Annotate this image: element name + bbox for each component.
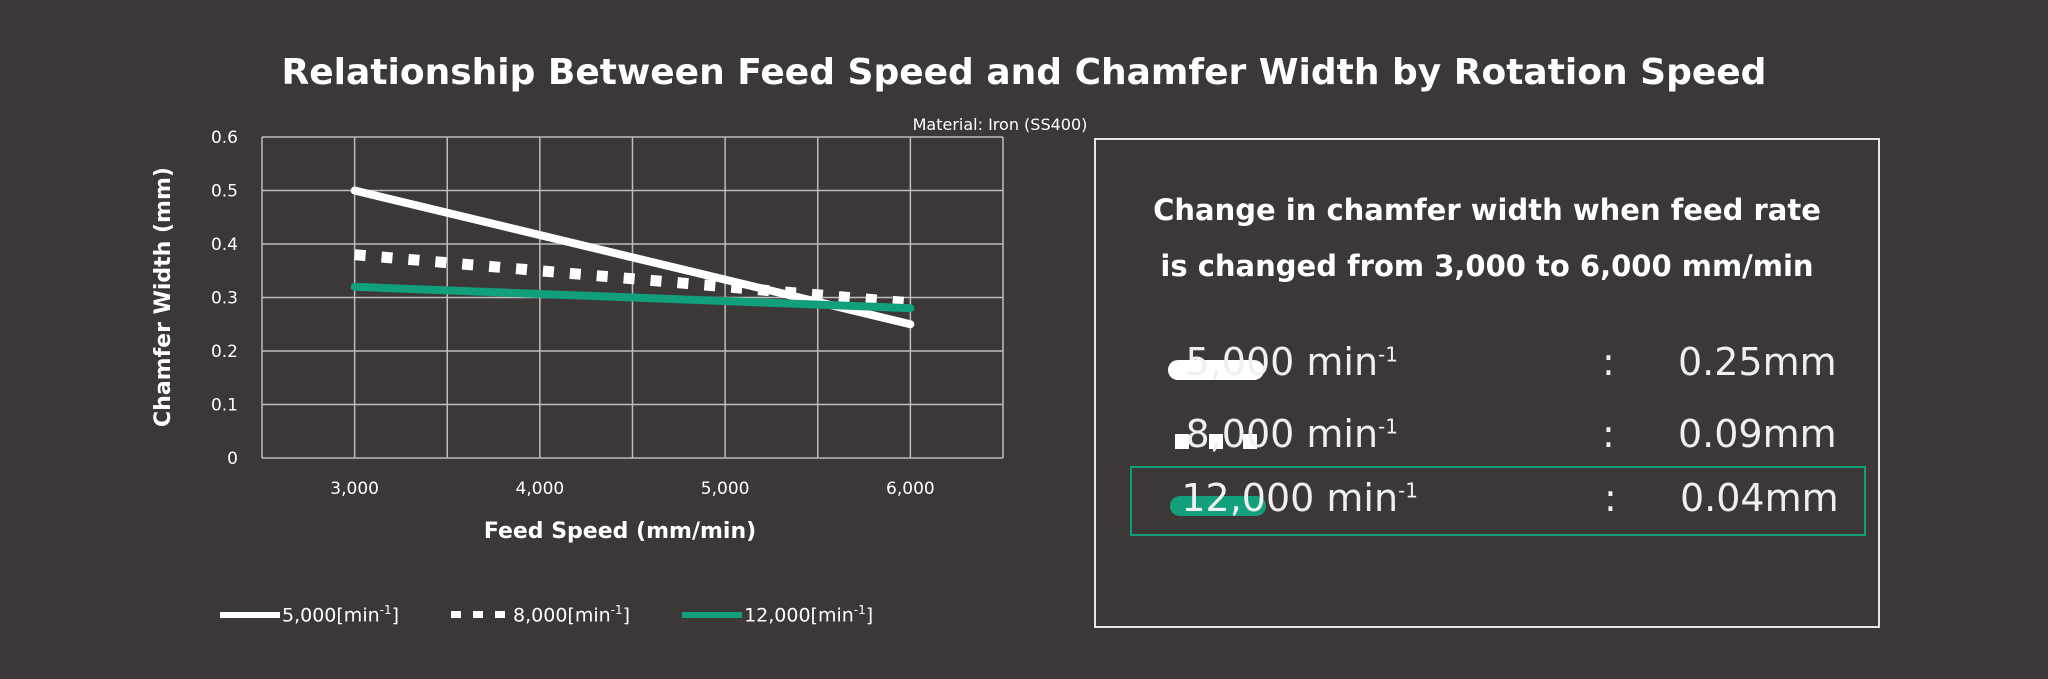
y-tick-label: 0.3 bbox=[211, 289, 238, 309]
x-tick-labels: 3,000 4,000 5,000 6,000 bbox=[330, 479, 934, 499]
row-value: 0.09mm bbox=[1678, 412, 1837, 456]
y-tick-label: 0.2 bbox=[211, 342, 238, 362]
x-tick-label: 3,000 bbox=[330, 479, 379, 499]
horizontal-gridlines bbox=[262, 136, 1003, 459]
row-rate: 12,000 min-1 bbox=[1181, 476, 1418, 520]
row-colon: : bbox=[1602, 340, 1615, 384]
chart-legend: 5,000[min-1] 8,000[min-1] 12,000[min-1] bbox=[220, 598, 925, 632]
legend-label: 5,000[min-1] bbox=[282, 603, 400, 627]
legend-item-8000: 8,000[min-1] bbox=[451, 603, 631, 627]
y-tick-label: 0.5 bbox=[211, 182, 238, 202]
x-tick-label: 6,000 bbox=[886, 479, 935, 499]
legend-label: 8,000[min-1] bbox=[513, 603, 631, 627]
y-tick-label: 0.1 bbox=[211, 396, 238, 416]
legend-label: 12,000[min-1] bbox=[744, 603, 874, 627]
row-swatch-green-solid bbox=[1170, 496, 1266, 516]
chart-title: Relationship Between Feed Speed and Cham… bbox=[281, 52, 1767, 93]
panel-heading-line-2: is changed from 3,000 to 6,000 mm/min bbox=[1160, 249, 1814, 283]
row-colon: : bbox=[1602, 412, 1615, 456]
line-chart: 0 0.1 0.2 0.3 0.4 0.5 0.6 3,000 4,000 5,000 6,000… bbox=[151, 128, 1004, 544]
legend-swatch-white-dotted bbox=[451, 611, 512, 619]
legend-item-5000: 5,000[min-1] bbox=[220, 603, 400, 627]
row-colon: : bbox=[1604, 476, 1617, 520]
panel-heading-line-1: Change in chamfer width when feed rate bbox=[1153, 193, 1821, 227]
legend-swatch-green-solid bbox=[682, 611, 743, 618]
legend-item-12000: 12,000[min-1] bbox=[682, 603, 874, 627]
y-tick-label: 0 bbox=[227, 449, 238, 469]
row-swatch-white-solid bbox=[1168, 360, 1264, 380]
panel-heading: Change in chamfer width when feed rate i… bbox=[1096, 182, 1878, 294]
row-rate: 5,000 min-1 bbox=[1185, 340, 1398, 384]
row-value: 0.25mm bbox=[1678, 340, 1837, 384]
x-tick-label: 5,000 bbox=[701, 479, 750, 499]
x-tick-label: 4,000 bbox=[516, 479, 565, 499]
summary-panel: Change in chamfer width when feed rate i… bbox=[1094, 138, 1880, 628]
row-rate: 8,000 min-1 bbox=[1185, 412, 1398, 456]
summary-row-12000-highlighted: 12,000 min-1 : 0.04mm bbox=[1130, 466, 1866, 536]
y-tick-labels: 0 0.1 0.2 0.3 0.4 0.5 0.6 bbox=[211, 128, 238, 469]
series-lines bbox=[350, 186, 915, 329]
y-axis-label: Chamfer Width (mm) bbox=[151, 167, 176, 427]
row-value: 0.04mm bbox=[1680, 476, 1839, 520]
legend-swatch-white-solid bbox=[220, 611, 280, 618]
y-tick-label: 0.6 bbox=[211, 128, 238, 148]
series-line-2 bbox=[354, 249, 911, 309]
y-tick-label: 0.4 bbox=[211, 235, 238, 255]
series-line-3 bbox=[350, 282, 915, 313]
summary-row-5000: 5,000 min-1 : 0.25mm bbox=[1096, 330, 1878, 400]
chart-subtitle: Material: Iron (SS400) bbox=[912, 115, 1088, 134]
x-axis-label: Feed Speed (mm/min) bbox=[484, 519, 756, 544]
row-swatch-white-dotted bbox=[1175, 434, 1259, 449]
summary-row-8000: 8,000 min-1 : 0.09mm bbox=[1096, 402, 1878, 472]
